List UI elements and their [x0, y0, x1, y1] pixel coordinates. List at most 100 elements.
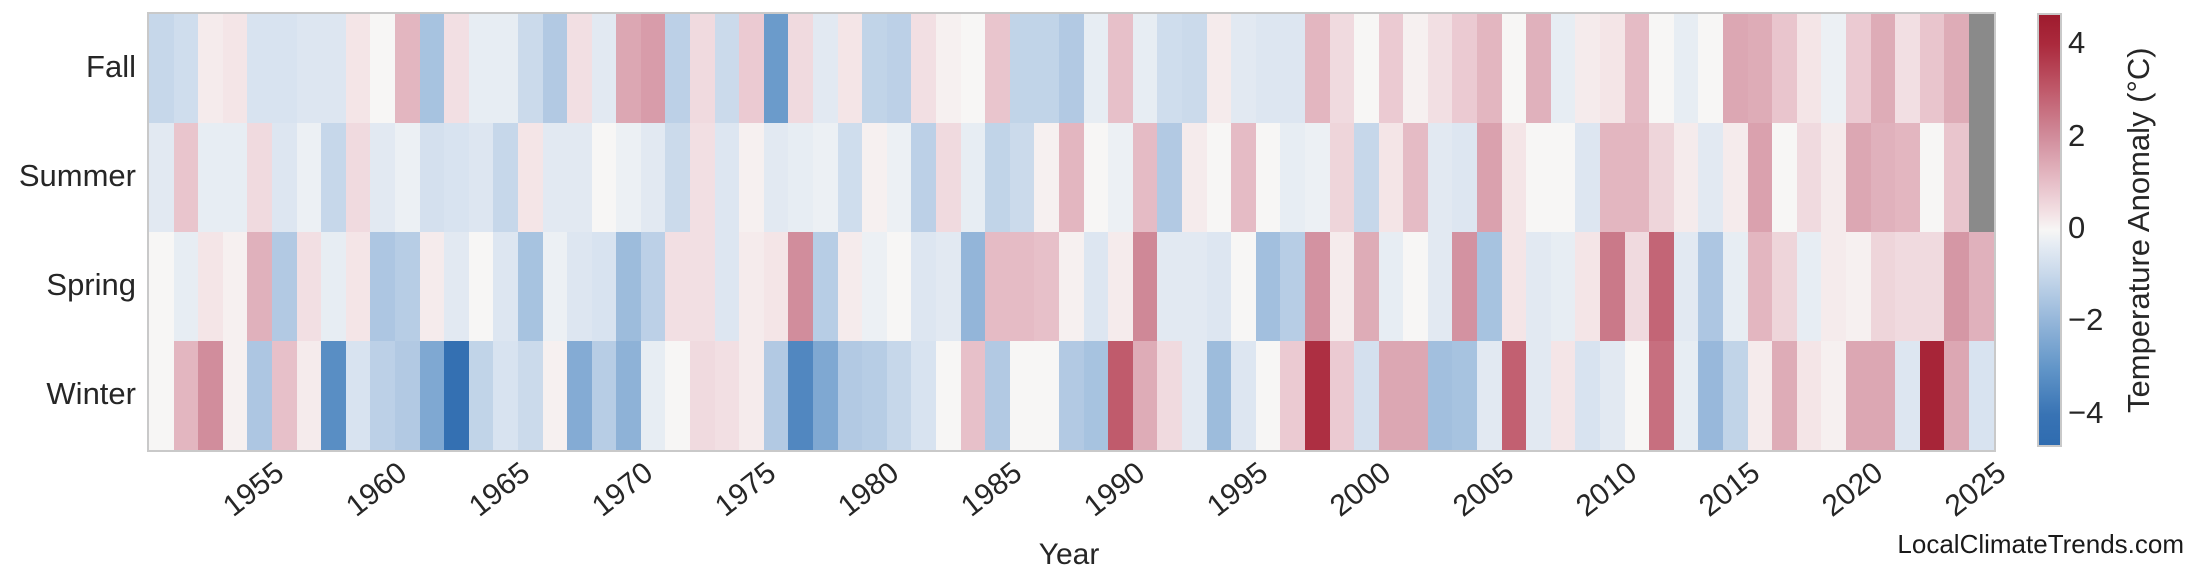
heatmap-cell	[468, 123, 494, 232]
heatmap-cell	[1058, 341, 1084, 450]
heatmap-cell	[665, 232, 691, 341]
heatmap-row-fall	[149, 14, 1994, 123]
heatmap-cell	[1821, 232, 1846, 341]
heatmap-cell	[591, 123, 617, 232]
heatmap-cell	[1747, 14, 1773, 123]
heatmap-cell	[960, 232, 986, 341]
heatmap-cell	[419, 14, 445, 123]
heatmap-cell	[1354, 232, 1379, 341]
colorbar	[2037, 13, 2062, 447]
heatmap-cell	[1845, 14, 1871, 123]
heatmap-cell	[813, 123, 838, 232]
heatmap-cell	[1501, 232, 1527, 341]
heatmap-cell	[1157, 232, 1182, 341]
heatmap-cell	[1600, 14, 1625, 123]
heatmap-cell	[1600, 341, 1625, 450]
heatmap-cell	[1034, 232, 1059, 341]
x-tick-label: 1955	[217, 456, 291, 524]
heatmap-cell	[1427, 232, 1453, 341]
heatmap-cell	[1181, 341, 1207, 450]
heatmap-cell	[936, 341, 961, 450]
heatmap-cell	[739, 123, 764, 232]
heatmap-cell	[1968, 123, 1994, 232]
heatmap-cell	[1181, 14, 1207, 123]
x-tick-label: 1970	[586, 456, 660, 524]
heatmap-cell	[763, 123, 789, 232]
heatmap-cell	[1181, 232, 1207, 341]
heatmap-cell	[1919, 232, 1945, 341]
heatmap-cell	[1452, 341, 1478, 450]
heatmap-cell	[1304, 14, 1330, 123]
heatmap-cell	[1477, 14, 1502, 123]
heatmap-cell	[1895, 232, 1920, 341]
heatmap-cell	[1796, 232, 1822, 341]
heatmap-cell	[960, 341, 986, 450]
colorbar-tick-label: −2	[2068, 302, 2104, 338]
heatmap-cell	[1477, 123, 1502, 232]
heatmap-cell	[1206, 14, 1232, 123]
heatmap-cell	[1747, 341, 1773, 450]
heatmap-cell	[222, 123, 248, 232]
heatmap-cell	[862, 14, 887, 123]
heatmap-cell	[1968, 14, 1994, 123]
heatmap-cell	[1845, 232, 1871, 341]
heatmap-cell	[813, 14, 838, 123]
heatmap-cell	[1009, 14, 1035, 123]
heatmap-cell	[1723, 341, 1748, 450]
heatmap-cell	[1403, 232, 1428, 341]
heatmap-cell	[862, 232, 887, 341]
heatmap-cell	[1796, 14, 1822, 123]
heatmap-cell	[911, 232, 936, 341]
heatmap-cell	[370, 232, 395, 341]
heatmap-cell	[960, 14, 986, 123]
heatmap-cell	[788, 123, 814, 232]
heatmap-cell	[1255, 123, 1281, 232]
heatmap-cell	[149, 341, 174, 450]
heatmap-cell	[1108, 123, 1133, 232]
x-tick-label: 1975	[709, 456, 783, 524]
heatmap-cell	[247, 123, 272, 232]
heatmap-cell	[1231, 232, 1256, 341]
heatmap-cell	[1206, 232, 1232, 341]
x-tick-label: 2015	[1693, 456, 1767, 524]
heatmap-cell	[1058, 14, 1084, 123]
row-label-fall: Fall	[86, 48, 136, 84]
heatmap-cell	[222, 14, 248, 123]
heatmap-cell	[763, 14, 789, 123]
heatmap-cell	[985, 232, 1010, 341]
heatmap-cell	[1772, 232, 1797, 341]
row-label-summer: Summer	[18, 157, 136, 193]
heatmap-cell	[1280, 341, 1305, 450]
heatmap-cell	[616, 341, 641, 450]
heatmap-cell	[173, 14, 199, 123]
heatmap-cell	[591, 14, 617, 123]
colorbar-tick-label: 4	[2068, 25, 2086, 61]
heatmap-cell	[1354, 341, 1379, 450]
heatmap-cell	[1157, 14, 1182, 123]
heatmap-cell	[1624, 14, 1650, 123]
heatmap-cell	[1772, 14, 1797, 123]
heatmap-cell	[1034, 341, 1059, 450]
heatmap-cell	[173, 123, 199, 232]
heatmap-cell	[1968, 341, 1994, 450]
heatmap-cell	[370, 14, 395, 123]
heatmap-cell	[394, 341, 420, 450]
heatmap-cell	[837, 14, 863, 123]
heatmap-cell	[813, 232, 838, 341]
heatmap-cell	[468, 14, 494, 123]
heatmap-cell	[1870, 341, 1896, 450]
heatmap-cell	[1231, 123, 1256, 232]
x-tick-label: 1995	[1201, 456, 1275, 524]
heatmap-cell	[714, 341, 740, 450]
heatmap-cell	[1649, 232, 1674, 341]
heatmap-cell	[517, 14, 543, 123]
heatmap-cell	[788, 14, 814, 123]
heatmap-cell	[837, 123, 863, 232]
heatmap-cell	[1108, 14, 1133, 123]
heatmap-cell	[222, 341, 248, 450]
colorbar-tick-label: 2	[2068, 117, 2086, 153]
heatmap-cell	[394, 232, 420, 341]
heatmap-cell	[1649, 341, 1674, 450]
heatmap-cell	[345, 123, 371, 232]
heatmap-cell	[198, 341, 223, 450]
